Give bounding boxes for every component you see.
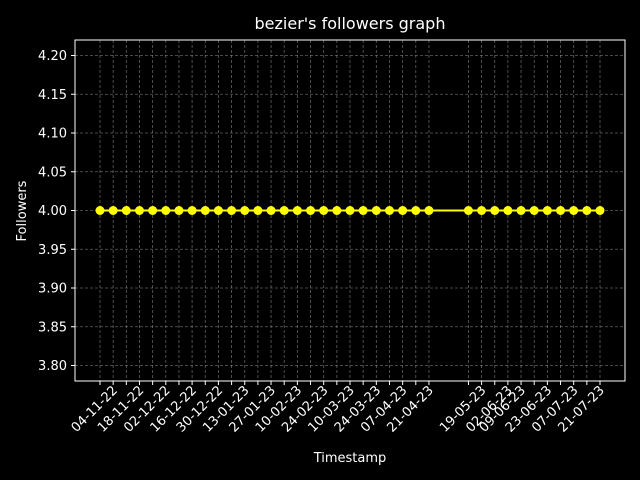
data-point [253, 206, 263, 215]
data-point [542, 206, 552, 215]
data-point [161, 206, 171, 215]
data-point [503, 206, 513, 215]
data-point [463, 206, 473, 215]
series [95, 206, 605, 215]
data-point [306, 206, 316, 215]
data-point [108, 206, 118, 215]
data-point [174, 206, 184, 215]
data-point [424, 206, 434, 215]
data-point [266, 206, 276, 215]
data-point [398, 206, 408, 215]
y-tick-label: 4.20 [38, 49, 67, 64]
data-point [148, 206, 158, 215]
y-tick-label: 3.95 [38, 243, 67, 258]
data-point [319, 206, 329, 215]
y-tick-label: 3.90 [38, 282, 67, 297]
data-point [595, 206, 605, 215]
data-point [240, 206, 250, 215]
chart-title: bezier's followers graph [255, 14, 446, 33]
data-point [384, 206, 394, 215]
y-tick-label: 4.00 [38, 204, 67, 219]
data-point [187, 206, 197, 215]
y-tick-label: 3.85 [38, 320, 67, 335]
data-point [477, 206, 487, 215]
data-point [227, 206, 237, 215]
data-point [411, 206, 421, 215]
y-tick-label: 3.80 [38, 359, 67, 374]
data-point [490, 206, 500, 215]
data-point [292, 206, 302, 215]
data-point [556, 206, 566, 215]
data-point [95, 206, 105, 215]
data-point [200, 206, 210, 215]
data-point [345, 206, 355, 215]
data-point [516, 206, 526, 215]
data-point [134, 206, 144, 215]
data-point [332, 206, 342, 215]
y-tick-label: 4.10 [38, 127, 67, 142]
y-axis-label: Followers [15, 180, 30, 241]
x-axis-label: Timestamp [313, 451, 387, 466]
data-point [121, 206, 131, 215]
y-tick-label: 4.15 [38, 88, 67, 103]
data-point [279, 206, 289, 215]
data-point [529, 206, 539, 215]
data-point [358, 206, 368, 215]
data-point [213, 206, 223, 215]
data-point [569, 206, 579, 215]
data-point [371, 206, 381, 215]
y-tick-label: 4.05 [38, 165, 67, 180]
data-point [582, 206, 592, 215]
